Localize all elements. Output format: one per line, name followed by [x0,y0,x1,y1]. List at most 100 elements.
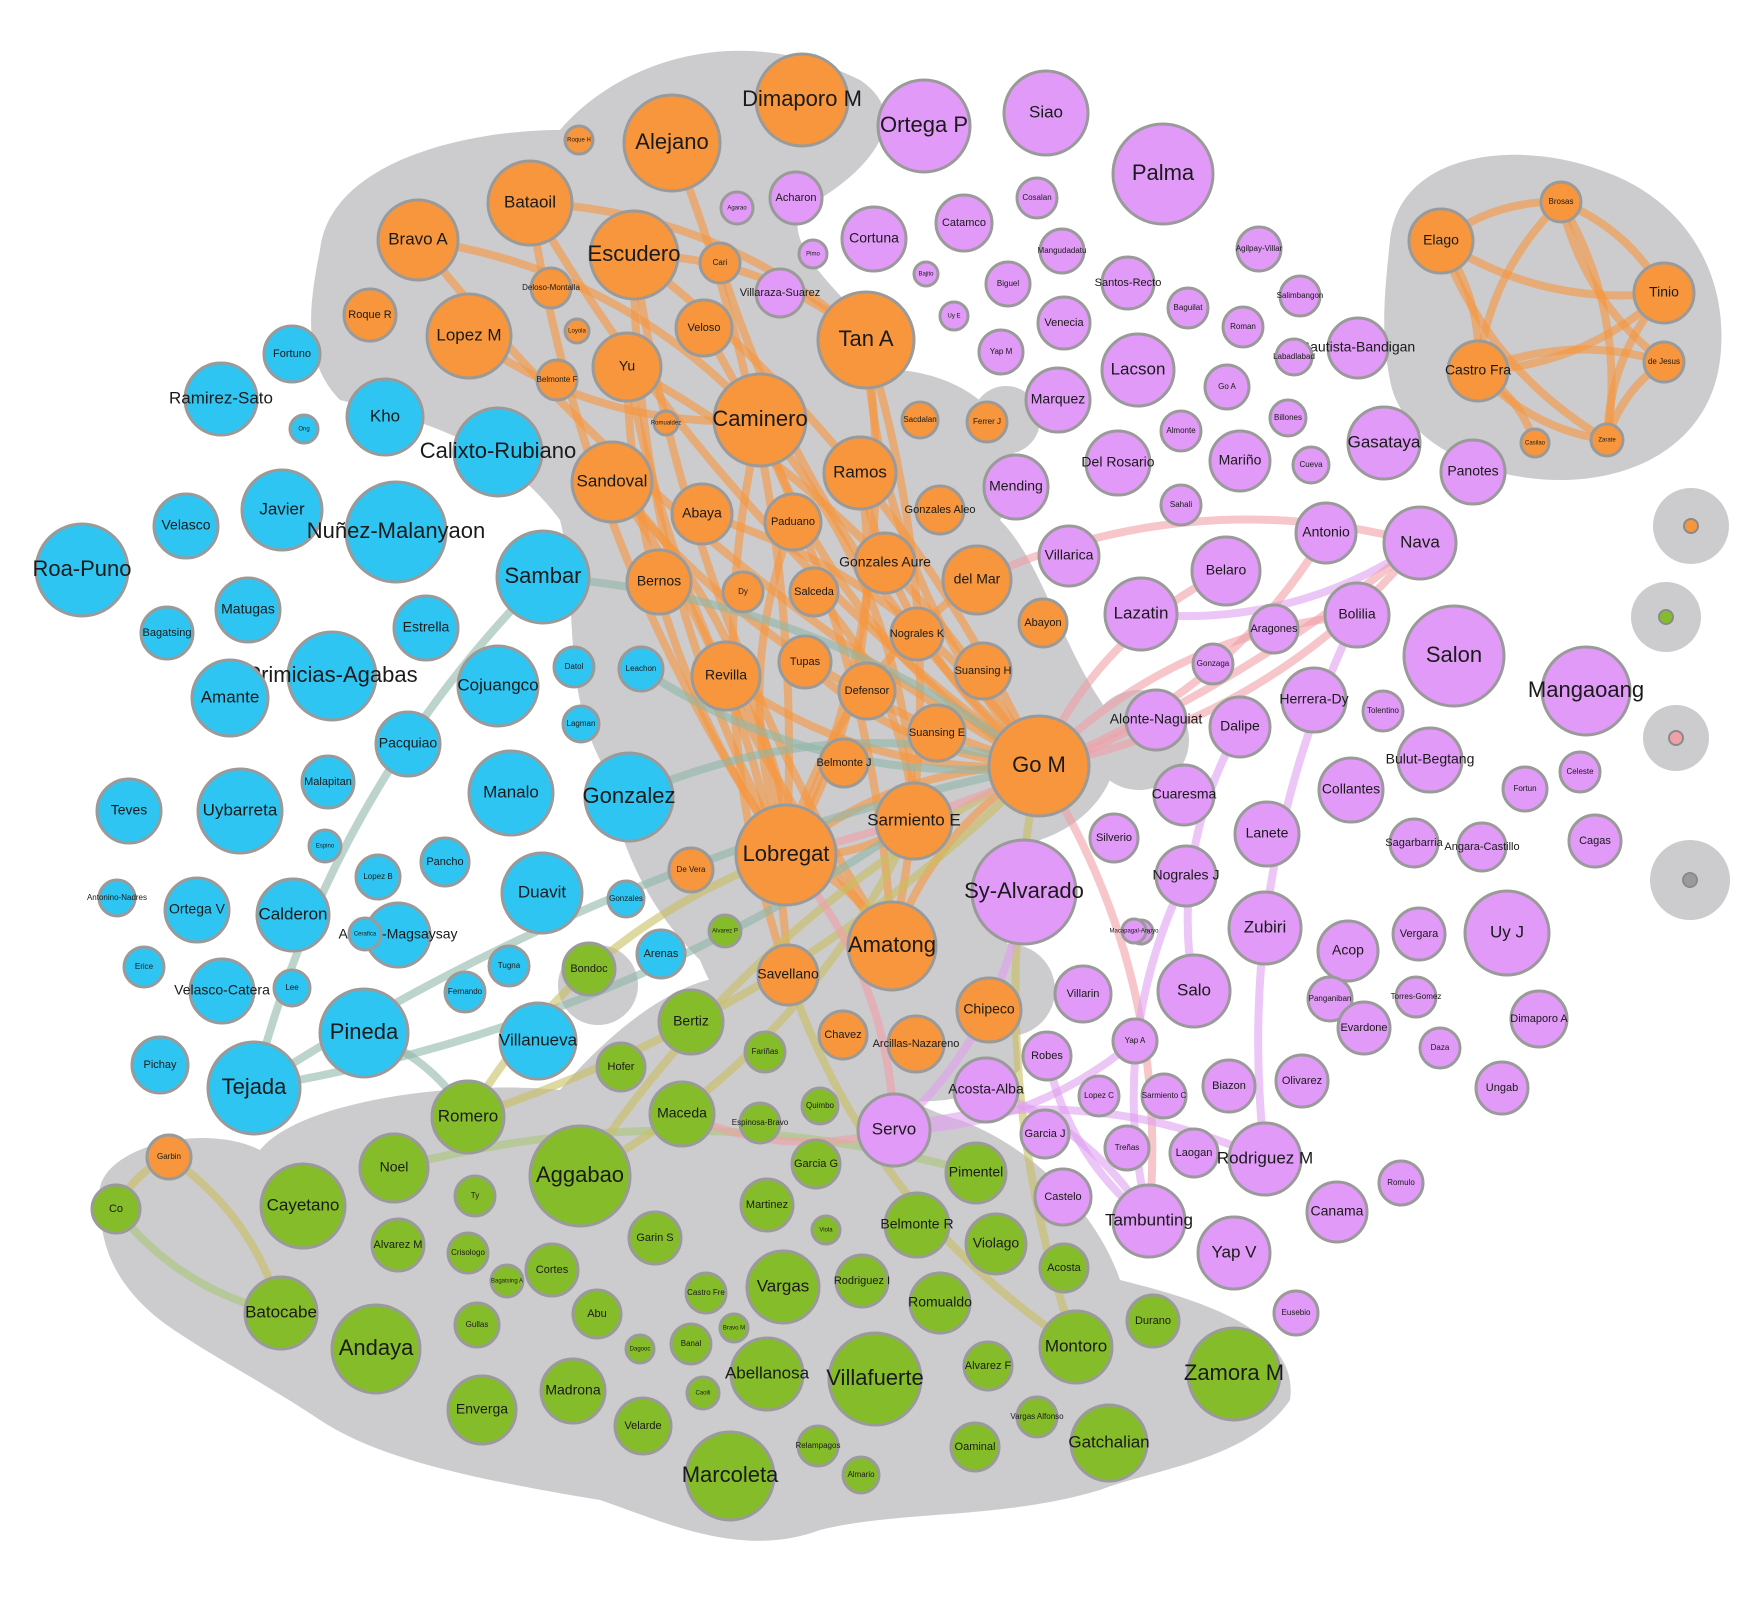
node-sacdalan[interactable]: Sacdalan [900,400,940,440]
node-circle[interactable] [1038,1242,1090,1294]
node-suansing-e[interactable]: Suansing E [907,703,967,763]
node-circle[interactable] [648,1080,716,1148]
node-bajito[interactable]: Bajito [912,260,940,288]
node-primicias-agabas[interactable]: Primicias-Agabas [246,630,418,722]
node-circle[interactable] [827,1331,923,1427]
node-circle[interactable] [1152,763,1216,827]
node-pichay[interactable]: Pichay [130,1035,190,1095]
node-circle[interactable] [183,361,259,437]
node-dy[interactable]: Dy [721,570,765,614]
node-circle[interactable] [707,913,743,949]
node-fariñas[interactable]: Fariñas [743,1030,787,1074]
node-servo[interactable]: Servo [856,1092,932,1168]
node-circle[interactable] [810,1214,842,1246]
node-chavez[interactable]: Chavez [817,1009,869,1061]
node-tupas[interactable]: Tupas [777,634,833,690]
node-alvarez-f[interactable]: Alvarez F [962,1340,1014,1392]
node-circle[interactable] [588,209,680,301]
node-marquez[interactable]: Marquez [1024,366,1092,434]
node-circle[interactable] [816,290,916,390]
node-circle[interactable] [1391,906,1447,962]
node-circle[interactable] [1103,576,1179,652]
node-teves[interactable]: Teves [95,777,163,845]
node-savellano[interactable]: Savellano [756,943,820,1007]
node-circle[interactable] [1316,919,1380,983]
node-circle[interactable] [1186,1326,1282,1422]
node-pacquiao[interactable]: Pacquiao [374,710,442,778]
node-circle[interactable] [719,190,755,226]
node-circle[interactable] [563,124,595,156]
node-sagarbarria[interactable]: Sagarbarria [1385,817,1444,869]
node-gonzaga[interactable]: Gonzaga [1191,642,1235,686]
node-dagooc[interactable]: Dagooc [624,1333,656,1365]
node-go-m[interactable]: Go M [987,714,1091,818]
node-circle[interactable] [834,1253,890,1309]
node-circle[interactable] [344,480,448,584]
node-circle[interactable] [1124,688,1188,752]
node-abayon[interactable]: Abayon [1017,597,1069,649]
node-laogan[interactable]: Laogan [1168,1127,1220,1179]
node-uy-j[interactable]: Uy J [1463,889,1551,977]
node-duavit[interactable]: Duavit [500,851,584,935]
node-circle[interactable] [1274,1053,1330,1109]
node-cayetano[interactable]: Cayetano [259,1162,347,1250]
node-circle[interactable] [1396,726,1464,794]
node-bulut-begtang[interactable]: Bulut-Begtang [1386,726,1475,794]
node-montoro[interactable]: Montoro [1038,1309,1114,1385]
node-ramirez-sato[interactable]: Ramirez-Sato [169,361,273,437]
node-lagman[interactable]: Lagman [561,704,601,744]
node-circle[interactable] [908,1271,972,1335]
node-alvarez-p[interactable]: Alvarez P [707,913,743,949]
node-circle[interactable] [912,260,940,288]
node-lopez-b[interactable]: Lopez B [354,853,402,901]
node-gonzalez[interactable]: Gonzalez [583,751,676,843]
node-circle[interactable] [1111,122,1215,226]
node-circle[interactable] [1589,422,1625,458]
node-circle[interactable] [595,1041,647,1093]
node-gonzales[interactable]: Gonzales [606,879,646,919]
node-circle[interactable] [1306,975,1354,1023]
node-salon[interactable]: Salon [1402,604,1506,708]
node-violago[interactable]: Violago [964,1212,1028,1276]
node-daza[interactable]: Daza [1418,1026,1462,1070]
node-circle[interactable] [1540,645,1632,737]
node-circle[interactable] [768,170,824,226]
node-circle[interactable] [729,1336,805,1412]
node-tan-a[interactable]: Tan A [816,290,916,390]
node-circle[interactable] [1159,483,1203,527]
node-pimentel[interactable]: Pimentel [944,1141,1008,1205]
node-circle[interactable] [982,453,1050,521]
node-circle[interactable] [1336,1000,1392,1056]
node-revilla[interactable]: Revilla [690,640,762,712]
node-circle[interactable] [622,93,722,193]
node-caoili[interactable]: Caoili [685,1375,721,1411]
node-circle[interactable] [90,1183,142,1235]
node-circle[interactable] [1053,964,1113,1024]
node-mangudadatu[interactable]: Mangudadatu [1038,227,1087,275]
node-roque-r[interactable]: Roque R [342,287,398,343]
node-circle[interactable] [756,943,820,1007]
node-robes[interactable]: Robes [1021,1030,1073,1082]
node-salceda[interactable]: Salceda [788,566,840,618]
node-yap-m[interactable]: Yap M [977,328,1025,376]
node-pancho[interactable]: Pancho [419,836,471,888]
node-circle[interactable] [617,645,665,693]
node-circle[interactable] [452,406,544,498]
node-circle[interactable] [1024,366,1092,434]
node-loyola[interactable]: Loyola [563,317,591,345]
node-circle[interactable] [1201,1058,1257,1114]
node-circle[interactable] [288,413,320,445]
node-circle[interactable] [1280,666,1348,734]
node-espino[interactable]: Espino [307,828,343,864]
node-quimbo[interactable]: Quimbo [800,1086,840,1126]
node-circle[interactable] [1159,409,1203,453]
node-circle[interactable] [856,1092,932,1168]
node-circle[interactable] [1632,261,1696,325]
node-circle[interactable] [345,377,425,457]
node-circle[interactable] [841,1455,881,1495]
node-circle[interactable] [1519,427,1551,459]
node-circle[interactable] [987,714,1091,818]
node-circle[interactable] [1037,524,1101,588]
node-circle[interactable] [624,1333,656,1365]
node-venecia[interactable]: Venecia [1036,295,1092,351]
